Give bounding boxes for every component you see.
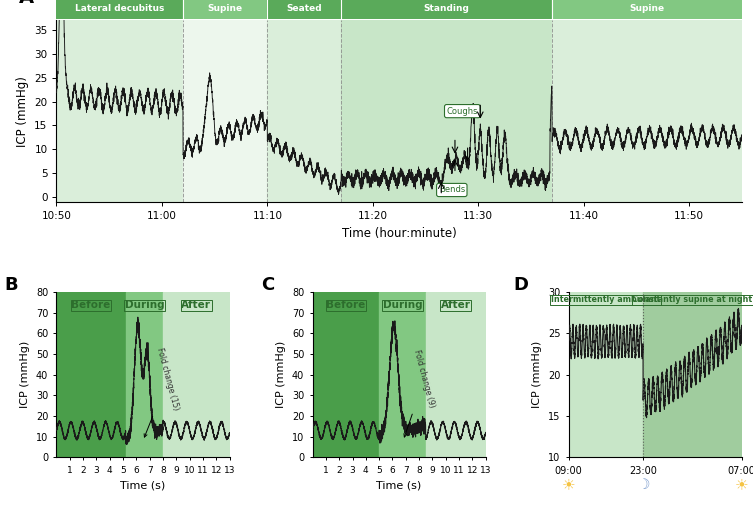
Bar: [552, 0, 742, 19]
Text: D: D: [514, 275, 529, 294]
Bar: [56, 0, 183, 19]
Text: Standing: Standing: [424, 4, 469, 13]
Text: B: B: [5, 275, 18, 294]
Y-axis label: ICP (mmHg): ICP (mmHg): [20, 341, 30, 408]
Text: Seated: Seated: [286, 4, 322, 13]
Bar: [341, 0, 552, 19]
Text: During: During: [124, 300, 164, 310]
Text: Supine: Supine: [630, 4, 664, 13]
Text: Lateral decubitus: Lateral decubitus: [75, 4, 164, 13]
Bar: [312, 292, 379, 457]
Text: Coughs: Coughs: [447, 107, 478, 116]
Y-axis label: ICP (mmHg): ICP (mmHg): [16, 76, 29, 147]
Bar: [643, 292, 742, 457]
Bar: [183, 20, 267, 202]
Bar: [183, 0, 267, 19]
Text: After: After: [181, 300, 211, 310]
Text: ☽: ☽: [637, 478, 649, 492]
Text: Fold change (9): Fold change (9): [404, 349, 437, 437]
Text: ☀: ☀: [735, 478, 748, 493]
Text: Intermittently ambulant: Intermittently ambulant: [551, 295, 660, 304]
Text: Constantly supine at night: Constantly supine at night: [633, 295, 752, 304]
Bar: [126, 292, 163, 457]
Text: Before: Before: [326, 300, 365, 310]
Text: During: During: [383, 300, 422, 310]
Y-axis label: ICP (mmHg): ICP (mmHg): [276, 341, 286, 408]
Text: Supine: Supine: [208, 4, 242, 13]
Bar: [163, 292, 230, 457]
Text: Bends: Bends: [439, 185, 465, 195]
Text: Fold change (15): Fold change (15): [144, 346, 180, 437]
X-axis label: Time (hour:minute): Time (hour:minute): [342, 227, 456, 240]
X-axis label: Time (s): Time (s): [120, 480, 166, 490]
Bar: [267, 0, 341, 19]
Text: ☀: ☀: [562, 478, 575, 493]
Text: C: C: [261, 275, 274, 294]
Bar: [569, 292, 643, 457]
Text: After: After: [441, 300, 471, 310]
X-axis label: Time (s): Time (s): [376, 480, 422, 490]
Text: A: A: [19, 0, 34, 7]
Bar: [341, 20, 552, 202]
Bar: [56, 292, 126, 457]
Y-axis label: ICP (mmHg): ICP (mmHg): [532, 341, 542, 408]
Bar: [425, 292, 486, 457]
Text: Before: Before: [72, 300, 111, 310]
Bar: [379, 292, 425, 457]
Bar: [552, 20, 742, 202]
Bar: [56, 20, 183, 202]
Bar: [267, 20, 341, 202]
